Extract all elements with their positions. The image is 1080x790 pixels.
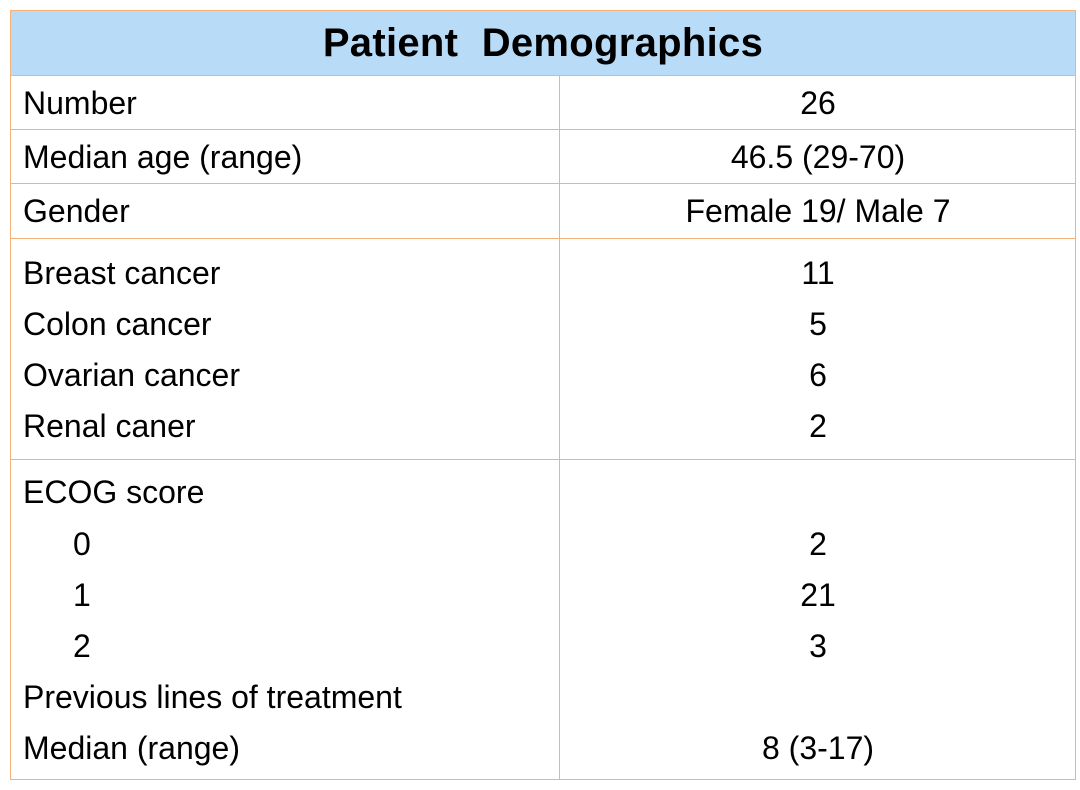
cancer-type-label: Ovarian cancer (23, 357, 240, 393)
previous-treatment-heading: Previous lines of treatment (23, 679, 402, 715)
ecog-score-label: 1 (73, 577, 91, 613)
cancer-type-label: Colon cancer (23, 306, 212, 342)
row-label: Gender (23, 193, 130, 229)
table-row-cancer-types: Breast cancer 11 Colon cancer 5 Ovarian … (11, 239, 1075, 460)
cancer-type-label: Renal caner (23, 408, 196, 444)
table-row-ecog-treatment: ECOG score 0 2 1 21 2 3 Previous lines o… (11, 460, 1075, 781)
patient-demographics-table: Patient Demographics Number 26 Median ag… (10, 10, 1076, 780)
ecog-score-label: 2 (73, 628, 91, 664)
row-value: Female 19/ Male 7 (685, 193, 951, 229)
row-label: Median age (range) (23, 139, 303, 175)
table-row-gender: Gender Female 19/ Male 7 (11, 184, 1075, 239)
ecog-score-value: 2 (809, 526, 827, 562)
table-title: Patient Demographics (322, 20, 764, 65)
row-value: 26 (800, 85, 836, 121)
cancer-type-label: Breast cancer (23, 255, 221, 291)
column-divider (559, 76, 560, 779)
cancer-type-value: 11 (801, 255, 835, 291)
table-row-number: Number 26 (11, 76, 1075, 130)
ecog-score-value: 21 (800, 577, 836, 613)
cancer-type-value: 5 (809, 306, 827, 342)
table-title-bar: Patient Demographics (11, 11, 1075, 76)
cancer-type-value: 6 (809, 357, 827, 393)
cancer-type-value: 2 (809, 408, 827, 444)
ecog-score-label: 0 (73, 526, 91, 562)
ecog-score-value: 3 (809, 628, 827, 664)
row-label: Number (23, 85, 137, 121)
previous-treatment-value: 8 (3-17) (761, 730, 875, 766)
table-row-median-age: Median age (range) 46.5 (29-70) (11, 130, 1075, 184)
previous-treatment-label: Median (range) (23, 730, 240, 766)
row-value: 46.5 (29-70) (730, 139, 906, 175)
ecog-heading: ECOG score (23, 474, 205, 510)
